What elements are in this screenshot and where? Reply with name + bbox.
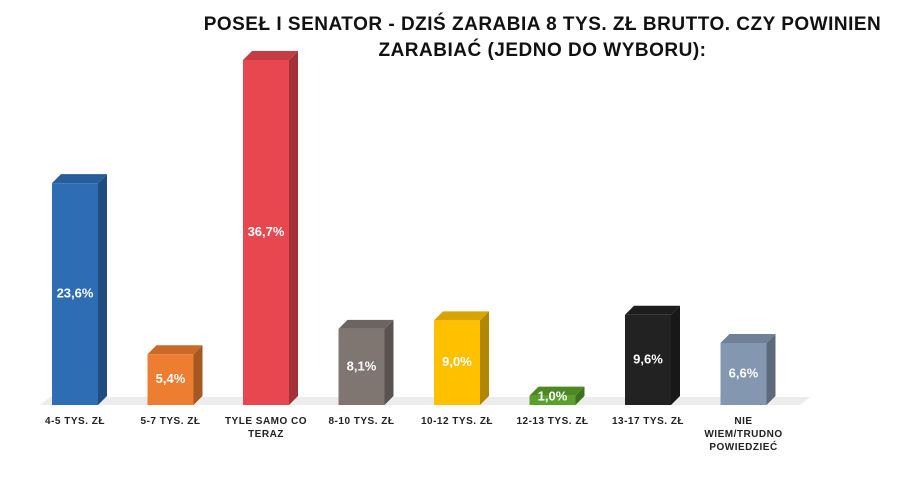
bar bbox=[434, 320, 480, 405]
bar-top bbox=[147, 345, 203, 355]
bar bbox=[52, 183, 98, 405]
bar-top bbox=[338, 319, 394, 329]
bar-side bbox=[384, 319, 394, 405]
bar bbox=[147, 354, 194, 405]
bar bbox=[720, 342, 767, 405]
data-label: 9,0% bbox=[442, 354, 472, 369]
x-tick-label: NIE WIEM/TRUDNO POWIEDZIEĆ bbox=[704, 416, 783, 453]
data-label: 23,6% bbox=[57, 286, 94, 301]
bar bbox=[625, 314, 671, 405]
bar bbox=[243, 60, 289, 405]
data-label: 6,6% bbox=[729, 365, 759, 380]
bar-side bbox=[289, 51, 298, 405]
x-tick-label: 5-7 TYS. ZŁ bbox=[140, 416, 201, 427]
x-tick-label: TYLE SAMO CO TERAZ bbox=[224, 416, 308, 440]
bar-side bbox=[98, 174, 107, 405]
bar bbox=[338, 328, 385, 405]
data-label: 1,0% bbox=[538, 388, 568, 403]
x-tick-label: 12-13 TYS. ZŁ bbox=[516, 416, 589, 427]
bar-side bbox=[766, 333, 776, 405]
bar-side bbox=[193, 345, 203, 405]
floor bbox=[40, 397, 810, 405]
bar-top bbox=[720, 333, 776, 343]
data-label: 36,7% bbox=[248, 224, 285, 239]
data-label: 5,4% bbox=[156, 371, 186, 386]
bar-top bbox=[625, 305, 680, 315]
bar-side bbox=[480, 311, 489, 405]
x-tick-label: 10-12 TYS. ZŁ bbox=[420, 416, 494, 427]
data-label: 8,1% bbox=[347, 358, 377, 373]
bar-top bbox=[434, 311, 489, 321]
x-tick-label: 13-17 TYS. ZŁ bbox=[611, 416, 685, 427]
bar-top bbox=[529, 386, 585, 396]
bar bbox=[529, 395, 576, 405]
x-tick-label: 8-10 TYS. ZŁ bbox=[328, 416, 395, 427]
data-label: 9,6% bbox=[633, 351, 663, 366]
bar-top bbox=[52, 174, 107, 184]
x-tick-label: 4-5 TYS. ZŁ bbox=[45, 416, 105, 427]
bar-top bbox=[243, 51, 298, 60]
bar-side bbox=[575, 386, 585, 405]
bar-side bbox=[671, 305, 680, 405]
chart-title: POSEŁ I SENATOR - DZIŚ ZARABIA 8 TYS. ZŁ… bbox=[203, 14, 882, 61]
